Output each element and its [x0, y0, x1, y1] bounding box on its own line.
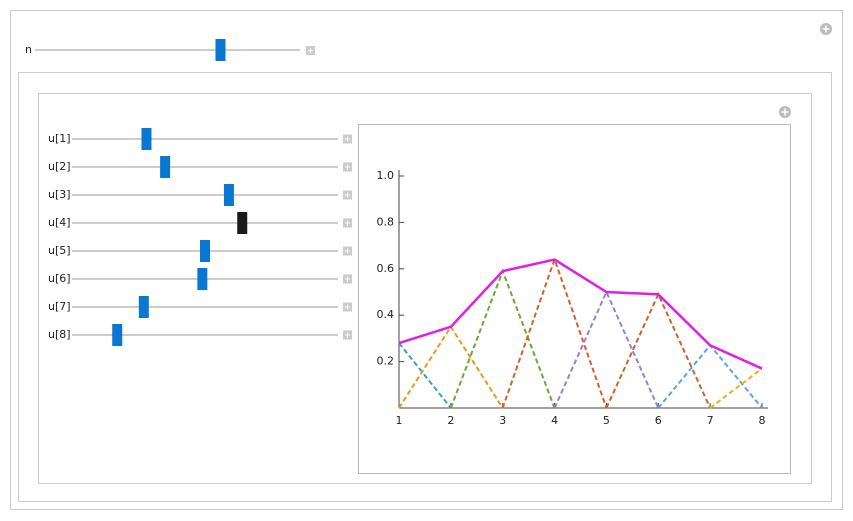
slider-label: u[6] — [48, 272, 71, 285]
slider-label: u[1] — [48, 132, 71, 145]
x-tick-label: 7 — [707, 414, 714, 427]
n-plus[interactable] — [306, 46, 315, 55]
sum-line — [398, 258, 763, 370]
slider-thumb[interactable] — [223, 184, 234, 206]
basis-line — [398, 342, 452, 409]
n-label: n — [25, 43, 32, 56]
slider-label: u[8] — [48, 328, 71, 341]
slider-plus-sign — [345, 164, 350, 170]
slider-plus-sign — [345, 220, 350, 226]
y-tick-label: 0.4 — [377, 308, 395, 321]
x-tick-label: 2 — [447, 414, 454, 427]
slider-thumb[interactable] — [141, 128, 152, 150]
y-tick-label: 1.0 — [377, 169, 395, 182]
slider-plus-sign — [345, 136, 350, 142]
slider-plus-sign — [345, 304, 350, 310]
basis-line — [709, 367, 763, 409]
x-tick-label: 3 — [499, 414, 506, 427]
y-tick-label: 0.2 — [377, 355, 395, 368]
x-tick-label: 1 — [396, 414, 403, 427]
basis-line — [553, 289, 660, 409]
basis-line — [501, 256, 608, 409]
slider-label: u[3] — [48, 188, 71, 201]
y-tick-label: 0.6 — [377, 262, 395, 275]
slider-label: u[5] — [48, 244, 71, 257]
x-tick-label: 6 — [655, 414, 662, 427]
y-tick-label: 0.8 — [377, 215, 395, 228]
slider-thumb[interactable] — [138, 296, 149, 318]
slider-thumb[interactable] — [200, 240, 210, 262]
slider-thumb[interactable] — [197, 268, 208, 290]
plot-frame — [358, 124, 791, 474]
slider-plus-sign — [345, 248, 350, 254]
x-tick-label: 5 — [603, 414, 610, 427]
slider-plus-sign — [345, 192, 350, 198]
slider-thumb[interactable] — [237, 212, 248, 234]
x-tick-label: 8 — [759, 414, 766, 427]
slider-thumb[interactable] — [160, 156, 171, 178]
plot-options-button[interactable] — [779, 106, 791, 118]
n-thumb[interactable] — [215, 39, 226, 61]
options-button[interactable] — [820, 23, 832, 35]
x-tick-label: 4 — [551, 414, 558, 427]
slider-label: u[2] — [48, 160, 71, 173]
slider-label: u[7] — [48, 300, 71, 313]
slider-plus-sign — [345, 332, 350, 338]
slider-thumb[interactable] — [112, 324, 123, 346]
slider-plus-sign — [345, 276, 350, 282]
slider-label: u[4] — [48, 216, 71, 229]
